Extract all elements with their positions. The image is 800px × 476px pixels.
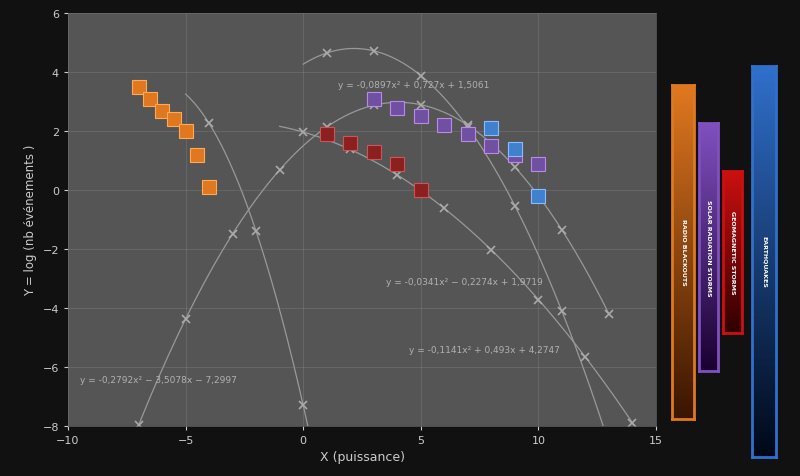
Text: RADIO BLACKOUTS: RADIO BLACKOUTS xyxy=(681,219,686,286)
Text: y = -0,1141x² + 0,493x + 4,2747: y = -0,1141x² + 0,493x + 4,2747 xyxy=(409,346,560,355)
Text: SOLAR RADIATION STORMS: SOLAR RADIATION STORMS xyxy=(706,199,711,296)
Text: EARTHQUAKES: EARTHQUAKES xyxy=(762,236,766,288)
X-axis label: X (puissance): X (puissance) xyxy=(319,451,405,464)
Text: y = -0,0341x² − 0,2274x + 1,9719: y = -0,0341x² − 0,2274x + 1,9719 xyxy=(386,278,542,287)
Text: y = -0,2792x² − 3,5078x − 7,2997: y = -0,2792x² − 3,5078x − 7,2997 xyxy=(80,375,237,384)
Y-axis label: Y = log (nb événements ): Y = log (nb événements ) xyxy=(24,145,37,296)
Text: y = -0,0897x² + 0,727x + 1,5061: y = -0,0897x² + 0,727x + 1,5061 xyxy=(338,81,490,90)
Text: GEOMAGNETIC STORMS: GEOMAGNETIC STORMS xyxy=(730,210,735,294)
